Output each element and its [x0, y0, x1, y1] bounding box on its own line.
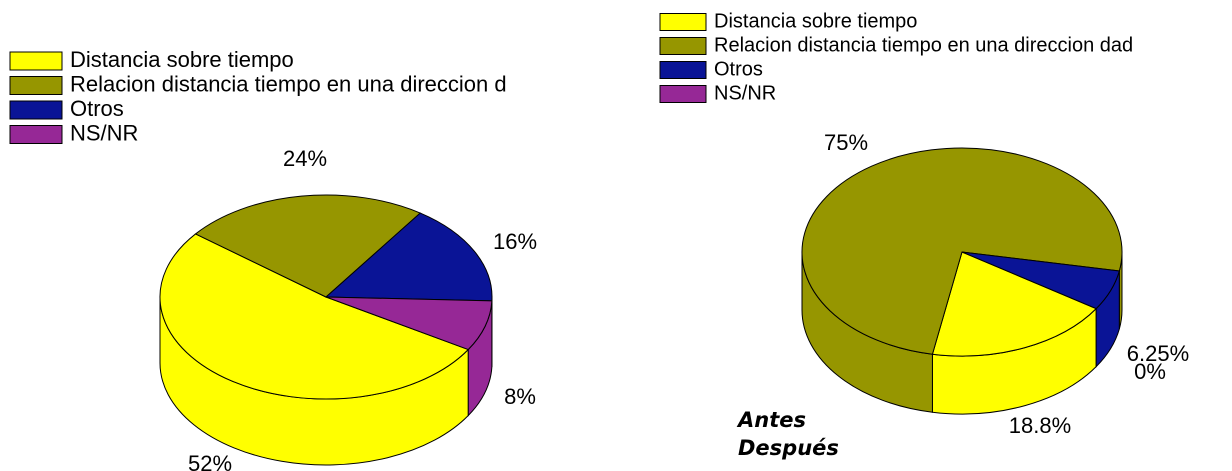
annotation: Antes	[736, 408, 806, 432]
pie-slice	[801, 147, 1123, 355]
data-label: 75%	[824, 130, 868, 155]
data-label: 0%	[1134, 359, 1166, 384]
pie-slice	[324, 212, 493, 302]
legend-swatch	[9, 100, 63, 120]
pie-slice	[325, 296, 493, 351]
pie-slice	[194, 194, 422, 298]
pie-slice	[159, 233, 470, 400]
legend-label: Otros	[70, 96, 124, 121]
pie-slice	[931, 251, 1098, 357]
legend-label: NS/NR	[714, 82, 776, 104]
legend-swatch	[659, 13, 707, 31]
pie-slice	[961, 251, 1120, 310]
legend-swatch	[9, 125, 63, 144]
legend-label: NS/NR	[70, 120, 138, 145]
data-label: 16%	[493, 229, 537, 254]
data-label: 24%	[283, 146, 327, 171]
legend-label: Relacion distancia tiempo en una direcci…	[70, 71, 507, 96]
legend-swatch	[659, 37, 707, 55]
data-label: 52%	[188, 451, 232, 471]
legend-swatch	[9, 76, 63, 95]
data-label: 6.25%	[1127, 341, 1189, 366]
legend-label: Distancia sobre tiempo	[70, 47, 294, 72]
legend-swatch	[659, 85, 707, 103]
legend-swatch	[659, 61, 707, 79]
data-label: 8%	[504, 384, 536, 409]
data-label: 18.8%	[1009, 413, 1071, 438]
legend-label: Distancia sobre tiempo	[714, 10, 917, 32]
annotation: Después	[738, 436, 839, 460]
legend-label: Relacion distancia tiempo en una direcci…	[714, 34, 1133, 56]
legend-label: Otros	[714, 58, 763, 80]
legend-swatch	[9, 51, 63, 71]
